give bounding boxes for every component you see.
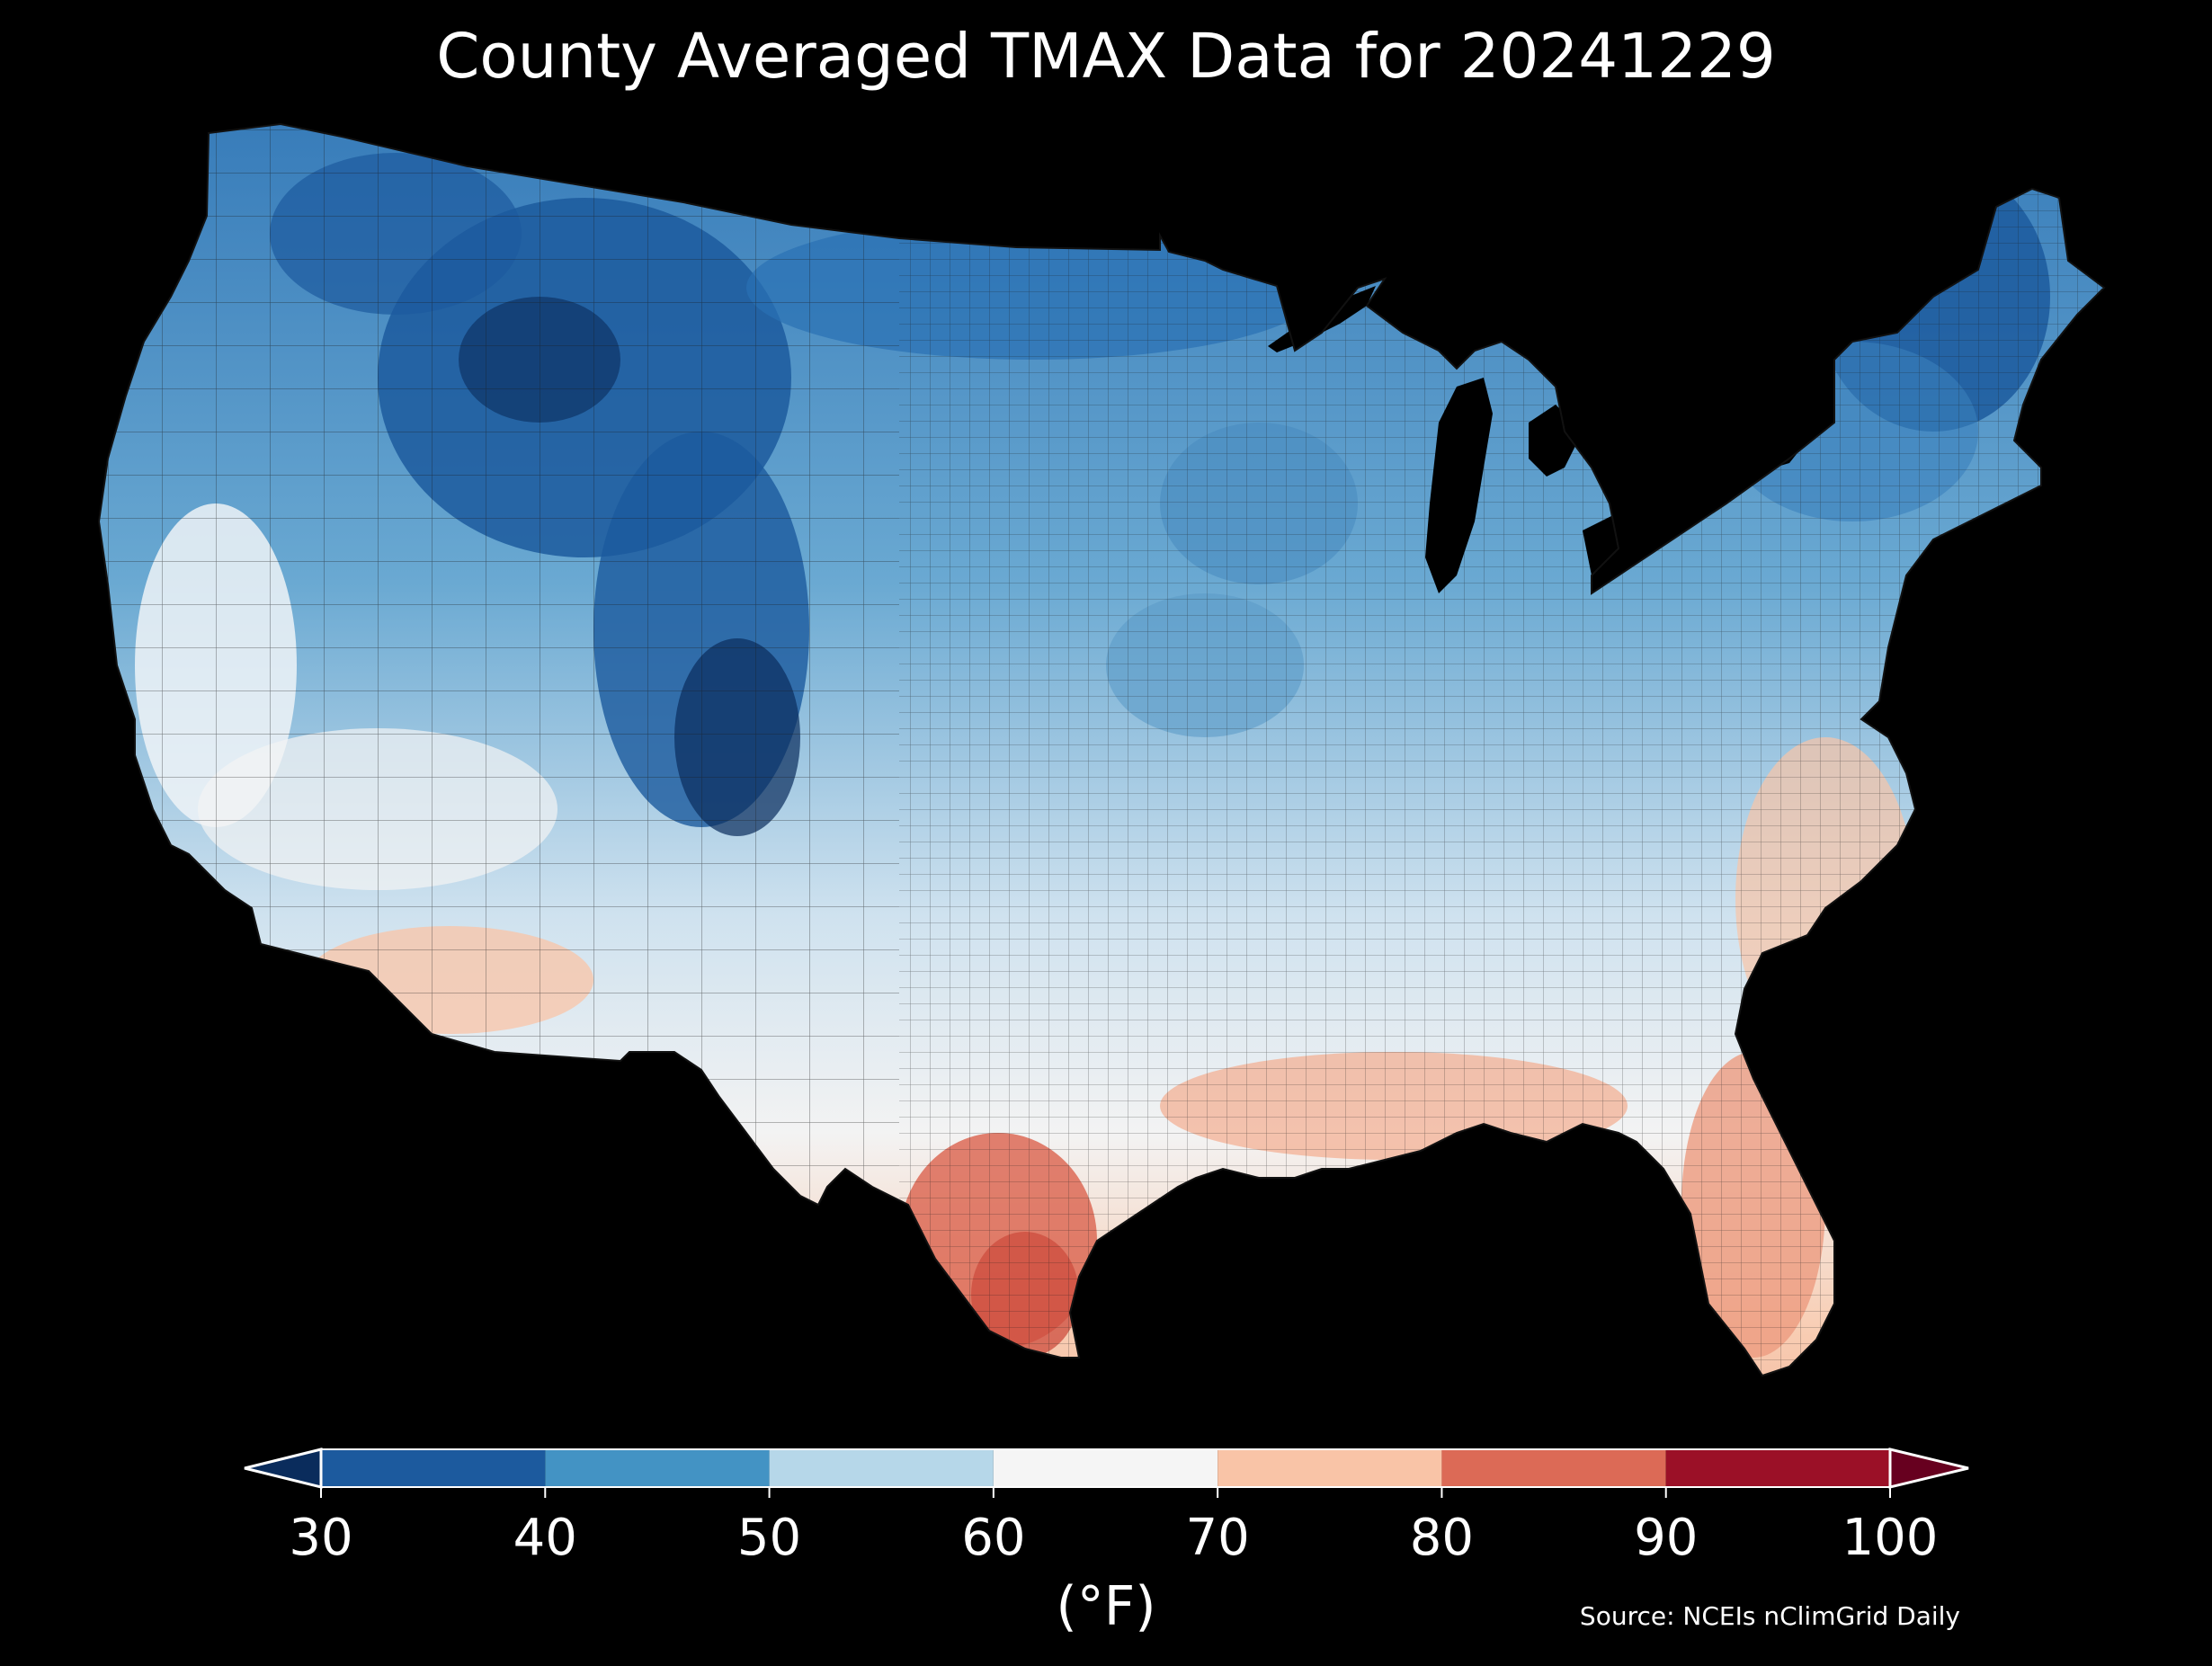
colorbar-bins [321, 1449, 1890, 1487]
colorbar-bin-60-70 [993, 1449, 1218, 1487]
colorbar-unit-label: (°F) [1056, 1575, 1156, 1638]
colorbar-tick-label: 40 [513, 1509, 577, 1567]
colorbar-tick-label: 100 [1842, 1509, 1939, 1567]
colorbar-ticks [320, 1487, 1891, 1498]
great-lakes [1268, 286, 1807, 593]
us-outline [97, 122, 2106, 1377]
colorbar-bin-40-50 [545, 1449, 770, 1487]
colorbar-extend-under [244, 1448, 323, 1489]
colorbar-bin-70-80 [1217, 1449, 1442, 1487]
map-title: County Averaged TMAX Data for 20241229 [436, 21, 1776, 93]
colorbar-tick-label: 70 [1185, 1509, 1250, 1567]
colorbar-bin-90-100 [1665, 1449, 1890, 1487]
source-credit: Source: NCEIs nClimGrid Daily [1579, 1601, 1960, 1631]
colorbar-bin-80-90 [1441, 1449, 1666, 1487]
colorbar-tick-label: 60 [961, 1509, 1026, 1567]
colorbar-frame [320, 1448, 1891, 1488]
colorbar-tick-label: 30 [289, 1509, 353, 1567]
colorbar-tick-label: 90 [1634, 1509, 1699, 1567]
colorbar-bin-30-40 [321, 1449, 546, 1487]
colorbar-tick-label: 50 [736, 1509, 802, 1567]
colorbar-bin-50-60 [769, 1449, 994, 1487]
colorbar-tick-label: 80 [1409, 1509, 1475, 1567]
colorbar-extend-over [1888, 1448, 1969, 1489]
